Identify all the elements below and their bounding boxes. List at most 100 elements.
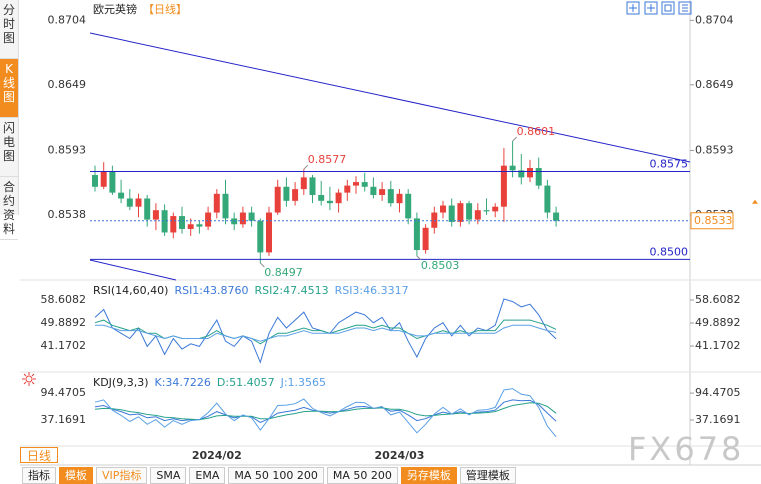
tool-icon[interactable] bbox=[678, 1, 692, 15]
candle-body bbox=[535, 168, 542, 186]
candle-body bbox=[509, 165, 516, 171]
extreme-pointer bbox=[259, 262, 265, 268]
candle-body bbox=[335, 192, 342, 204]
y-tick-label: 49.8892 bbox=[695, 316, 741, 329]
extreme-label: 0.8577 bbox=[308, 153, 347, 166]
extreme-pointer bbox=[512, 136, 517, 142]
candle-body bbox=[396, 193, 403, 204]
period-button[interactable]: 日线 bbox=[20, 447, 58, 463]
toolbar-button[interactable]: 管理模板 bbox=[459, 467, 516, 484]
candle-body bbox=[144, 198, 151, 220]
candle-body bbox=[135, 198, 142, 207]
candle-body bbox=[492, 206, 499, 212]
toolbar-button[interactable]: 模板 bbox=[59, 467, 93, 484]
legend-title: RSI(14,60,40) bbox=[93, 284, 168, 297]
side-tab[interactable]: 分时图 bbox=[0, 0, 18, 59]
candle-body bbox=[161, 210, 168, 233]
level-label: 0.8500 bbox=[650, 245, 689, 258]
toolbar-button[interactable]: MA 50 100 200 bbox=[228, 467, 324, 484]
candle-body bbox=[205, 212, 212, 227]
indicator-line bbox=[94, 399, 557, 423]
candle-body bbox=[283, 186, 290, 201]
y-tick-label: 0.8704 bbox=[48, 13, 87, 26]
candle-body bbox=[544, 185, 551, 213]
toolbar-button[interactable]: SMA bbox=[150, 467, 187, 484]
candle-body bbox=[100, 171, 107, 187]
y-tick-label: 0.8593 bbox=[48, 143, 87, 156]
toolbar-button[interactable]: VIP指标 bbox=[96, 467, 148, 484]
candle-body bbox=[92, 175, 98, 187]
extreme-pointer bbox=[416, 255, 422, 261]
legend-title: KDJ(9,3,3) bbox=[93, 376, 149, 389]
candle-body bbox=[326, 200, 333, 204]
y-tick-label: 0.8704 bbox=[695, 13, 734, 26]
candle-body bbox=[474, 210, 481, 220]
last-price-box bbox=[690, 212, 734, 230]
candle-body bbox=[187, 224, 194, 229]
top-tools[interactable] bbox=[626, 1, 692, 15]
candle-body bbox=[527, 168, 533, 178]
legend-entry: RSI2:47.4513 bbox=[255, 284, 329, 297]
candle-body bbox=[292, 189, 299, 201]
y-tick-label: 37.1691 bbox=[41, 413, 87, 426]
side-tab[interactable]: 闪电图 bbox=[0, 118, 18, 177]
y-tick-label: 94.4705 bbox=[41, 386, 87, 399]
indicator-line bbox=[95, 324, 557, 342]
candle-body bbox=[239, 212, 246, 225]
toolbar-button[interactable]: MA 50 200 bbox=[326, 467, 398, 484]
candle-body bbox=[518, 170, 525, 178]
candle-body bbox=[344, 185, 351, 193]
side-tab[interactable]: K线图 bbox=[0, 59, 18, 118]
candle-body bbox=[118, 192, 125, 199]
side-tab[interactable]: 合约资料 bbox=[0, 177, 18, 240]
side-tabs: 分时图 K线图 闪电图 合约资料 bbox=[0, 0, 19, 240]
candle-body bbox=[126, 198, 133, 207]
candle-body bbox=[431, 212, 438, 228]
candle-body bbox=[361, 182, 368, 187]
legend-entry: D:51.4057 bbox=[217, 376, 275, 389]
tool-glyph bbox=[629, 4, 688, 12]
candle-body bbox=[300, 177, 307, 190]
indicator-line bbox=[94, 402, 557, 421]
candle-body bbox=[231, 218, 238, 225]
y-tick-label: 0.8538 bbox=[48, 208, 87, 221]
candle-body bbox=[457, 203, 464, 222]
chart-subtitle: 【日线】 bbox=[143, 2, 187, 16]
candle-body bbox=[553, 212, 560, 221]
candle-body bbox=[379, 189, 386, 195]
candle-body bbox=[257, 220, 264, 253]
toolbar-button[interactable]: 指标 bbox=[22, 467, 56, 484]
tool-icon[interactable] bbox=[626, 1, 640, 15]
candle-body bbox=[109, 171, 116, 193]
legend-entry: RSI3:46.3317 bbox=[335, 284, 409, 297]
y-tick-label: 0.8593 bbox=[695, 143, 734, 156]
legend-entry: RSI1:43.8760 bbox=[174, 284, 248, 297]
trend-line bbox=[89, 259, 177, 281]
toolbar-button[interactable]: 另存模板 bbox=[400, 467, 457, 484]
tool-icon[interactable] bbox=[644, 1, 658, 15]
legend-entry: K:34.7226 bbox=[155, 376, 211, 389]
candle-body bbox=[440, 205, 446, 213]
candle-body bbox=[248, 212, 255, 221]
candle-body bbox=[318, 194, 325, 201]
candle-body bbox=[483, 210, 490, 212]
y-tick-label: 49.8892 bbox=[41, 316, 87, 329]
candle-body bbox=[413, 218, 420, 251]
candle-body bbox=[466, 203, 473, 220]
toolbar: 指标 模板 VIP指标 SMA EMA MA 50 100 200 MA 50 … bbox=[22, 467, 516, 484]
last-price-label: 0.8533 bbox=[694, 214, 733, 227]
trend-line bbox=[89, 32, 691, 163]
tool-icon[interactable] bbox=[661, 1, 675, 15]
toolbar-button[interactable]: EMA bbox=[189, 467, 226, 484]
chart-title: 欧元英镑 bbox=[93, 2, 137, 16]
candle-body bbox=[170, 216, 177, 233]
y-tick-label: 41.1702 bbox=[695, 339, 741, 352]
extreme-label: 0.8497 bbox=[264, 266, 303, 279]
panel-marks bbox=[94, 388, 557, 438]
x-tick-label: 2024/02 bbox=[192, 449, 242, 462]
extreme-label: 0.8601 bbox=[517, 125, 556, 138]
candle-body bbox=[387, 189, 394, 204]
y-tick-label: 58.6082 bbox=[695, 293, 741, 306]
